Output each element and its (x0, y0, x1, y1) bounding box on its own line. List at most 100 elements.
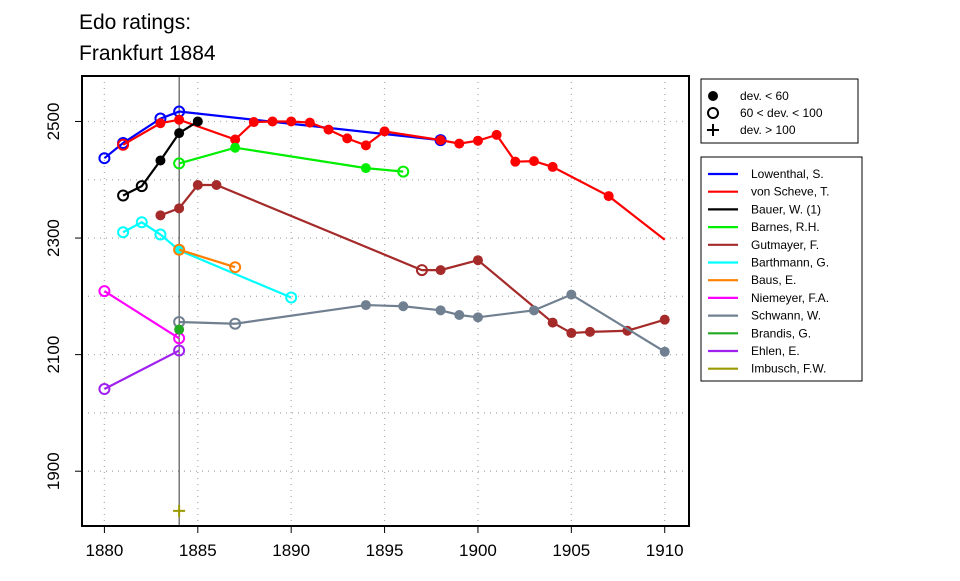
data-point (454, 309, 465, 320)
data-point (472, 255, 483, 266)
series-line (122, 118, 666, 241)
legend-series-label: von Scheve, T. (751, 185, 830, 199)
data-point (174, 128, 185, 139)
data-point (173, 504, 186, 517)
legend-series-label: Niemeyer, F.A. (751, 291, 829, 305)
data-point (360, 140, 371, 151)
data-point (415, 264, 428, 277)
legend-series-label: Barnes, R.H. (751, 220, 820, 234)
data-point (154, 228, 167, 241)
x-tick-label: 1895 (366, 541, 404, 560)
y-tick-label: 2300 (44, 219, 63, 257)
data-point (135, 180, 148, 193)
data-point (491, 129, 502, 140)
data-point (155, 210, 166, 221)
chart-title-line1: Edo ratings: (79, 11, 191, 34)
data-point (98, 383, 111, 396)
series-niemeyer-f-a (98, 285, 186, 345)
x-tick-label: 1885 (179, 541, 217, 560)
x-tick-label: 1890 (272, 541, 310, 560)
series-legend-box (700, 156, 863, 382)
data-point (173, 344, 186, 357)
data-point (267, 116, 278, 127)
data-point (360, 163, 371, 174)
marker-legend: dev. < 60 60 < dev. < 100 dev. > 100 (700, 78, 859, 144)
data-point (510, 156, 521, 167)
data-point (173, 157, 186, 170)
data-point (304, 117, 315, 128)
series-ehlen-e (98, 344, 186, 396)
data-point (285, 291, 298, 304)
legend-marker-label: dev. < 60 (740, 89, 789, 103)
data-point (472, 135, 483, 146)
data-point (174, 114, 185, 125)
y-tick-label: 2100 (44, 336, 63, 374)
data-point (472, 312, 483, 323)
y-tick-label: 1900 (44, 452, 63, 490)
data-point (454, 138, 465, 149)
data-point (211, 180, 222, 191)
series-line (160, 183, 666, 335)
data-point (286, 116, 297, 127)
legend-series-label: Baus, E. (751, 273, 796, 287)
legend-series-label: Bauer, W. (1) (751, 202, 821, 216)
series-line (122, 221, 292, 299)
data-point (192, 180, 203, 191)
series-baus-e (173, 243, 242, 274)
marker-legend-box (700, 78, 859, 144)
data-point (360, 300, 371, 311)
legend-series-label: Barthmann, G. (751, 256, 829, 270)
series-gutmayer-f (155, 180, 670, 339)
data-point (435, 265, 446, 276)
data-point (547, 161, 558, 172)
data-point (117, 138, 130, 151)
x-tick-label: 1900 (459, 541, 497, 560)
series-line (178, 146, 404, 173)
chart-title-line2: Frankfurt 1884 (79, 42, 216, 65)
series-lowenthal-s (98, 105, 447, 165)
legend-marker-open (707, 107, 719, 119)
legend-series-label: Imbusch, F.W. (751, 362, 826, 376)
legend-marker-label: 60 < dev. < 100 (740, 106, 823, 120)
legend-marker-filled (708, 91, 718, 101)
data-point (229, 261, 242, 274)
legend-series-label: Gutmayer, F. (751, 238, 819, 252)
data-point (566, 328, 577, 339)
series-line (179, 293, 666, 353)
data-point (342, 133, 353, 144)
data-point (230, 142, 241, 153)
x-tick-label: 1880 (85, 541, 123, 560)
series-line (178, 248, 236, 269)
series-imbusch-f-w (173, 504, 186, 517)
series-bauer-w-1 (117, 116, 203, 202)
data-point (603, 191, 614, 202)
series-barnes-r-h (173, 142, 410, 178)
data-point (585, 326, 596, 337)
y-tick-label: 2500 (44, 103, 63, 141)
data-point (528, 156, 539, 167)
data-point (173, 243, 186, 256)
data-point (435, 305, 446, 316)
series-layer (98, 105, 670, 517)
data-point (155, 155, 166, 166)
x-tick-label: 1910 (646, 541, 684, 560)
data-point (98, 285, 111, 298)
data-point (397, 165, 410, 178)
data-point (98, 152, 111, 165)
data-point (174, 324, 185, 335)
series-schwann-w (173, 289, 670, 357)
legend-series-label: Brandis, G. (751, 326, 811, 340)
legend-marker-label: dev. > 100 (740, 123, 796, 137)
data-point (547, 317, 558, 328)
data-point (659, 346, 670, 357)
data-point (528, 305, 539, 316)
data-point (248, 117, 259, 128)
data-point (135, 216, 148, 229)
series-brandis-g (174, 324, 185, 335)
data-point (566, 289, 577, 300)
axes: 1880 1885 1890 1895 1900 1905 1910 1900 2100 2300… (44, 103, 684, 560)
series-line (103, 290, 180, 340)
data-point (117, 226, 130, 239)
legend-series-label: Lowenthal, S. (751, 167, 824, 181)
